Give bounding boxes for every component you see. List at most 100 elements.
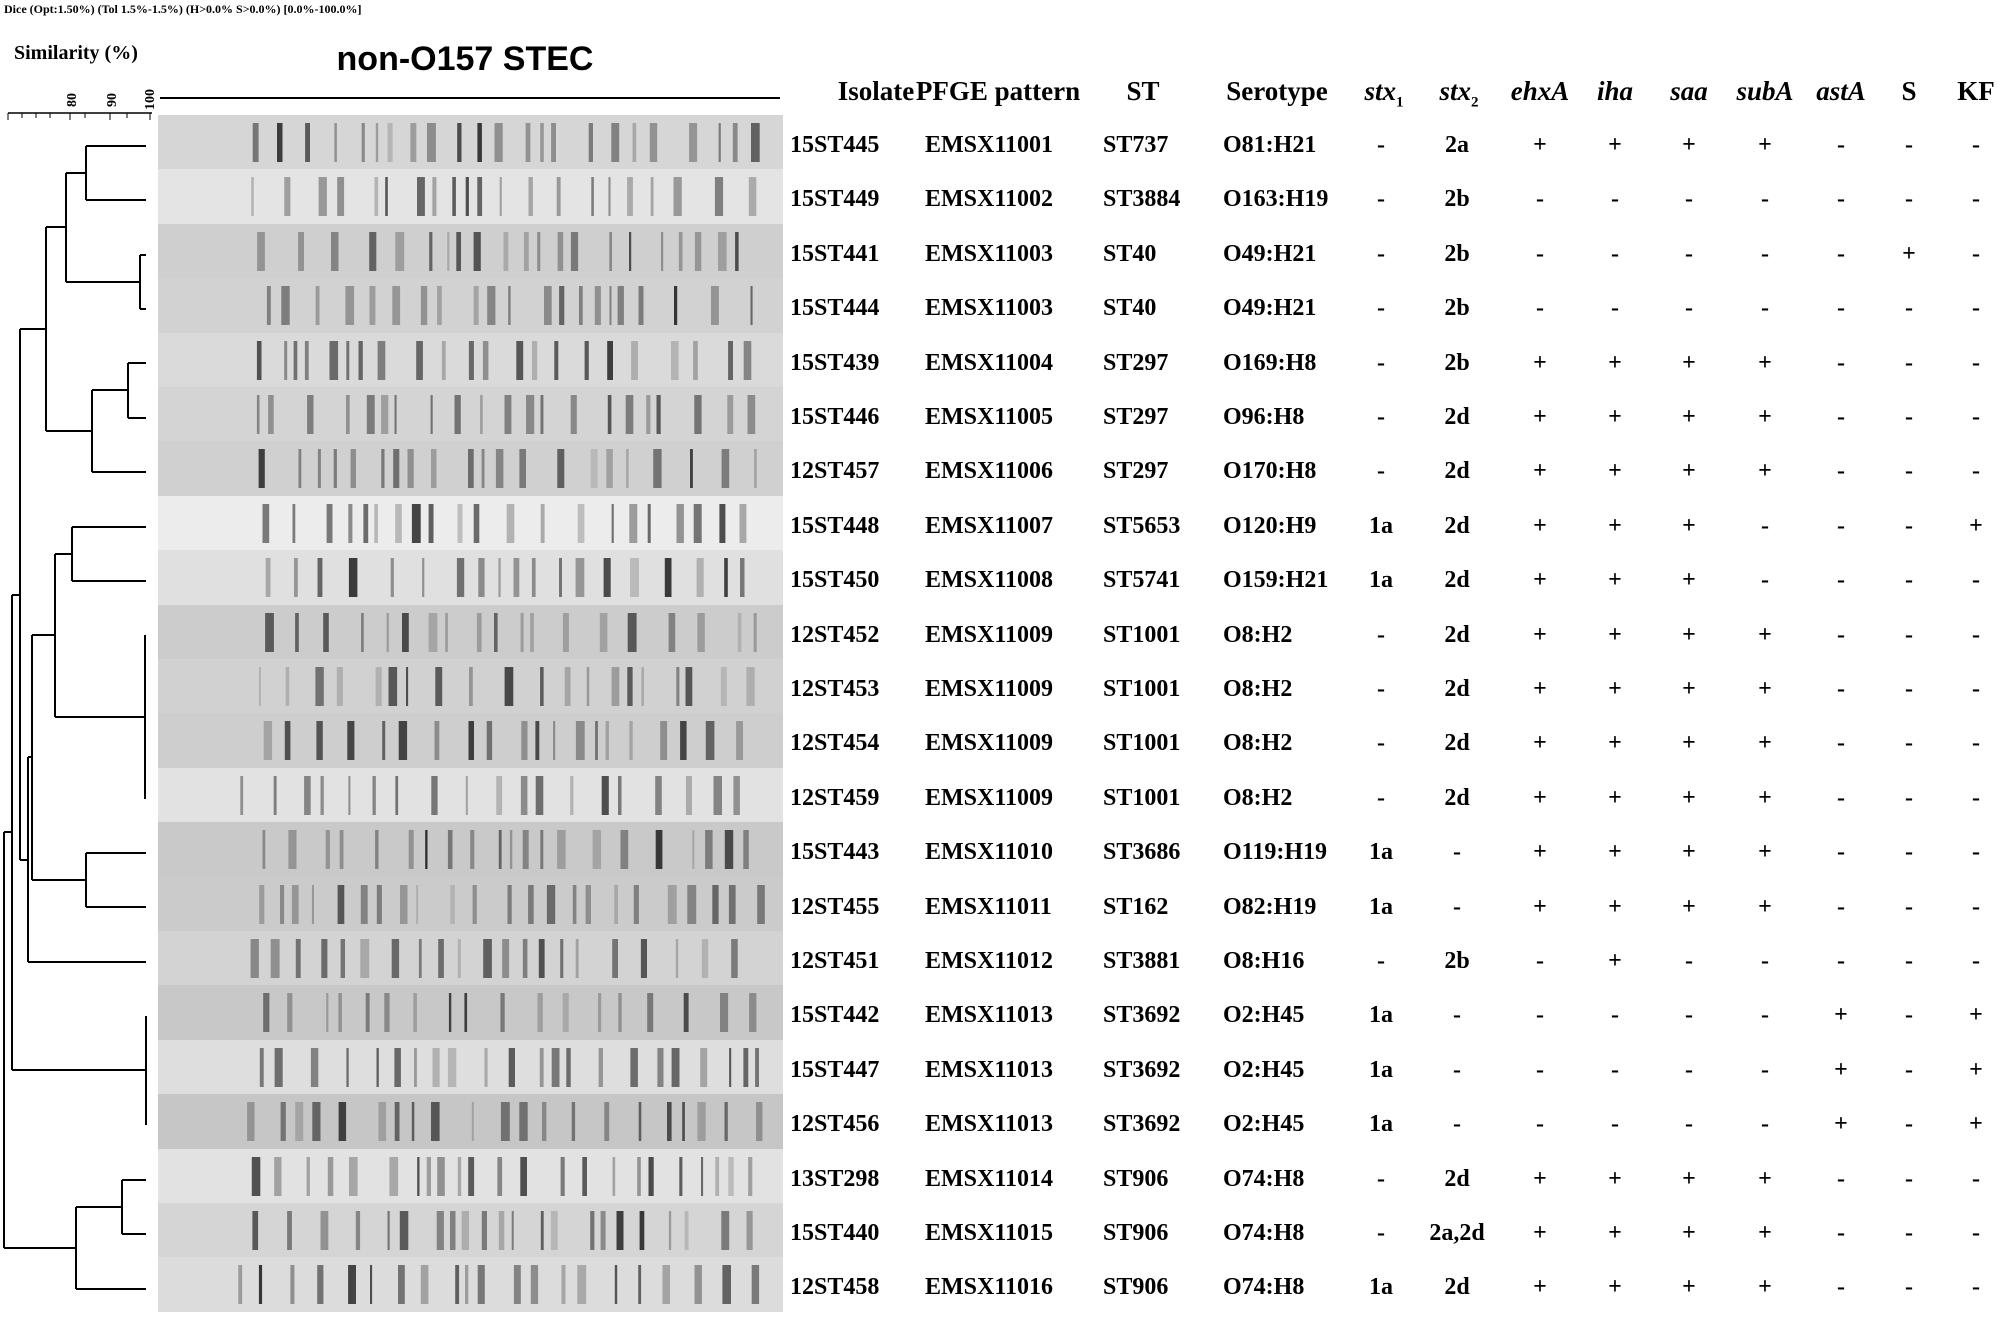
kf-cell: - [1972,839,1980,865]
similarity-scale: 80 90 100 [7,89,158,120]
asta-cell: - [1837,730,1845,756]
asta-cell: - [1837,1220,1845,1246]
iha-cell: + [1608,350,1622,376]
gel-band [715,1157,720,1196]
gel-band [425,830,428,869]
saa-cell: + [1682,839,1696,865]
gel-band [378,1102,387,1141]
gel-band [728,341,733,380]
gel-band [537,232,541,271]
gel-band [498,830,502,869]
saa-cell: - [1685,1002,1693,1028]
gel-band [430,395,433,434]
gel-band [361,123,365,162]
st-cell: ST906 [1103,1166,1169,1192]
gel-band [625,395,634,434]
pfge-pattern-cell: EMSX11009 [925,622,1054,648]
gel-band [719,504,726,543]
gel-band [305,123,310,162]
scale-tick-100: 100 [143,89,158,110]
kf-cell: + [1969,1111,1983,1137]
iha-cell: - [1611,1057,1619,1083]
gel-band [570,395,577,434]
stx1-cell: - [1377,1166,1385,1192]
isolate-cell: 15ST442 [790,1002,880,1028]
gel-band [611,504,614,543]
gel-band [554,341,559,380]
gel-bands [256,395,756,434]
gel-band [411,504,421,543]
dendrogram [3,145,147,1290]
iha-cell: + [1608,676,1622,702]
scale-tick-80: 80 [65,93,80,107]
s-cell: - [1905,458,1913,484]
gel-band [450,1211,456,1250]
suba-cell: - [1761,295,1769,321]
gel-band [743,830,749,869]
stx1-cell: 1a [1369,1002,1393,1028]
serotype-cell: O159:H21 [1223,567,1329,593]
gel-band [385,177,388,216]
gel-band [531,558,536,597]
gel-bands [251,177,757,216]
stx2-cell: 2d [1444,458,1470,484]
st-cell: ST3881 [1103,948,1181,974]
suba-cell: + [1758,622,1772,648]
serotype-cell: O8:H2 [1223,730,1293,756]
gel-band [504,395,512,434]
gel-band [435,667,443,706]
gel-band [693,341,698,380]
gel-band [724,558,728,597]
gel-band [280,1102,286,1141]
gel-band [508,286,511,325]
gel-bands [252,1211,753,1250]
col-header-s: S [1901,76,1917,106]
isolate-cell: 15ST446 [790,404,880,430]
gel-band [495,449,504,488]
stx2-cell: 2d [1444,785,1470,811]
gel-band [258,449,265,488]
gel-band [408,830,414,869]
gel-band [685,667,693,706]
gel-band [585,885,591,924]
iha-cell: + [1608,730,1622,756]
gel-lane [158,1094,783,1149]
gel-band [387,1211,390,1250]
suba-cell: + [1758,1166,1772,1192]
gel-band [729,1048,732,1087]
gel-band [350,449,356,488]
gel-band [570,232,579,271]
table-row: 15ST448 EMSX11007 ST5653 O120:H9 1a 2d + + + - - - + [0,499,2000,553]
gel-band [639,1211,645,1250]
isolate-cell: 12ST453 [790,676,880,702]
isolate-cell: 13ST298 [790,1166,880,1192]
saa-cell: + [1682,1220,1696,1246]
gel-band [447,830,453,869]
saa-cell: + [1682,1166,1696,1192]
gel-band [377,341,386,380]
isolate-cell: 15ST449 [790,186,880,212]
suba-cell: + [1758,350,1772,376]
gel-band [471,1102,474,1141]
gel-band [464,993,468,1032]
kf-cell: - [1972,295,1980,321]
asta-cell: + [1834,1111,1848,1137]
gel-band [285,667,290,706]
table-row: 15ST439 EMSX11004 ST297 O169:H8 - 2b + + + + - - - [0,336,2000,390]
gel-band [457,939,461,978]
gel-band [262,830,266,869]
gel-band [540,830,544,869]
serotype-cell: O8:H2 [1223,622,1293,648]
col-header-kf: KF [1957,76,1995,106]
stx2-cell: 2d [1444,730,1470,756]
gel-band [595,721,598,760]
gel-band [298,449,302,488]
gel-band [506,504,515,543]
gel-band [705,830,713,869]
gel-band [661,232,664,271]
gel-band [721,449,730,488]
iha-cell: + [1608,404,1622,430]
suba-cell: - [1761,1057,1769,1083]
gel-band [577,1265,587,1304]
